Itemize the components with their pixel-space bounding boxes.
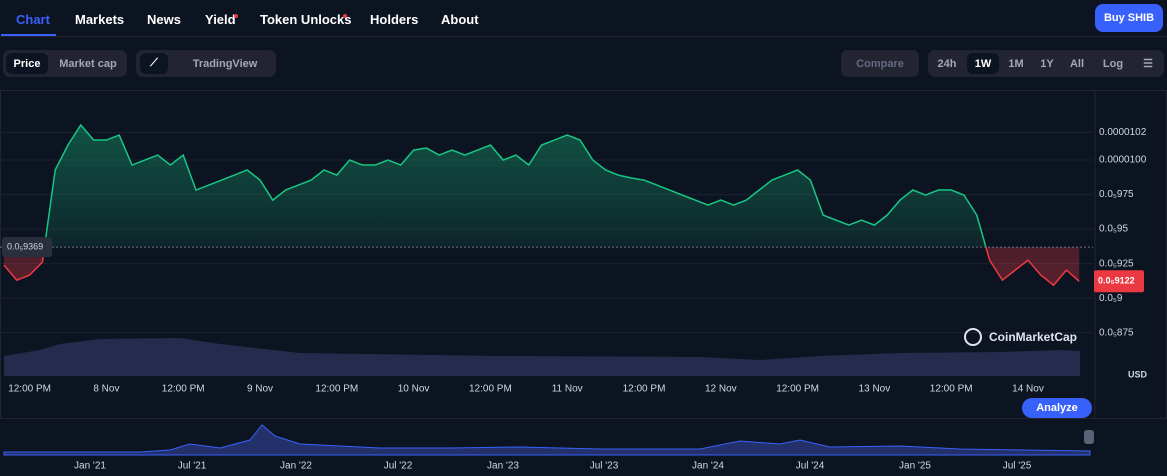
x-tick-label: 12:00 PM [623,384,666,395]
open-price-label: 0.0₅9369 [7,242,43,252]
navigator-label: Jan '24 [692,461,724,472]
navigator-handle[interactable] [1084,430,1094,444]
y-tick-label: 0.0000102 [1099,127,1147,138]
x-tick-label: 10 Nov [398,384,430,395]
navigator-label: Jul '24 [796,461,825,472]
area-up [44,124,986,248]
tab[interactable]: News [147,12,181,27]
x-tick-label: 11 Nov [552,384,583,395]
x-tick-label: 12:00 PM [930,384,973,395]
tab[interactable]: Token Unlocks [260,12,352,27]
settings-button[interactable]: ☰ [1143,58,1153,70]
navigator-label: Jan '23 [487,461,519,472]
navigator-label: Jan '21 [74,461,106,472]
analyze-button[interactable]: Analyze [1022,398,1092,418]
y-tick-label: 0.0000100 [1099,155,1147,166]
x-tick-label: 12 Nov [705,384,737,395]
toggle-option[interactable]: Price [6,53,48,74]
tab[interactable]: Holders [370,12,419,27]
x-tick-label: 12:00 PM [162,384,205,395]
x-tick-label: 8 Nov [93,384,119,395]
range-option[interactable]: 24h [937,57,957,70]
badge [343,14,347,18]
navigator-label: Jul '21 [178,461,207,472]
last-price-label: 0.0₅9122 [1098,276,1135,286]
x-tick-label: 12:00 PM [315,384,358,395]
tab[interactable]: Yield [205,12,236,27]
price-line-up [43,123,987,248]
y-tick-label: 0.0₅95 [1099,224,1128,235]
navigator-label: Jul '22 [384,461,413,472]
currency-label: USD [1128,369,1148,379]
buy-button[interactable]: Buy SHIB [1095,4,1163,32]
range-option[interactable]: 1M [1008,57,1024,70]
y-tick-label: 0.0₅975 [1099,189,1134,200]
last-price-box [1094,270,1144,293]
watermark: CoinMarketCap [964,328,1077,346]
x-tick-label: 12:00 PM [469,384,512,395]
volume-area [4,338,1080,376]
navigator-label: Jul '25 [1003,461,1032,472]
navigator-line [3,424,1091,456]
x-tick-label: 13 Nov [859,384,891,395]
range-option[interactable]: Log [1102,57,1124,70]
x-tick-label: 12:00 PM [776,384,819,395]
y-tick-label: 0.0₅925 [1099,258,1134,269]
tab[interactable]: Chart [16,12,50,27]
x-tick-label: 14 Nov [1012,384,1044,395]
range-option[interactable]: 1Y [1040,57,1054,70]
tab[interactable]: About [441,12,479,27]
badge [234,14,238,18]
navigator-label: Jan '22 [280,461,312,472]
watermark-text: CoinMarketCap [989,330,1077,344]
navigator-label: Jan '25 [899,461,931,472]
open-price-box [2,237,52,258]
y-tick-label: 0.0₅875 [1099,327,1134,338]
x-tick-label: 12:00 PM [8,384,51,395]
range-option[interactable]: 1W [967,53,999,74]
compare-select[interactable]: Compare [841,50,919,77]
x-tick-label: 9 Nov [247,384,273,395]
y-tick-label: 0.0₅9 [1099,293,1123,304]
navigator-label: Jul '23 [590,461,619,472]
tab[interactable]: Markets [75,12,125,27]
tradingview-button[interactable]: TradingView [192,57,258,70]
toggle-option[interactable]: Market cap [59,57,117,70]
line-icon[interactable]: ⟋ [140,53,168,74]
range-option[interactable]: All [1069,57,1085,70]
